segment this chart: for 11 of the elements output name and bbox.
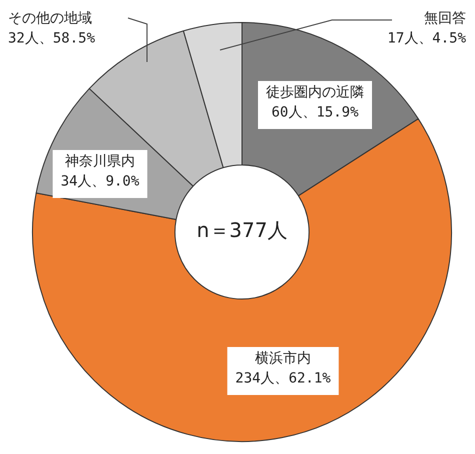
slice-label: 徒歩圏内の近隣 (266, 84, 364, 101)
data-label: 32人、58.5% (8, 30, 96, 47)
text: n＝377人 (196, 218, 288, 242)
slice-label: 横浜市内 (255, 350, 311, 367)
slice-label: 神奈川県内 (65, 154, 135, 170)
data-label: 234人、62.1% (235, 370, 332, 387)
slice-label: 無回答 (424, 10, 466, 27)
slice-label: その他の地域 (8, 10, 92, 27)
data-label: 60人、15.9% (272, 104, 360, 121)
data-label: 34人、9.0% (60, 174, 140, 190)
data-label: 17人、4.5% (387, 30, 467, 47)
